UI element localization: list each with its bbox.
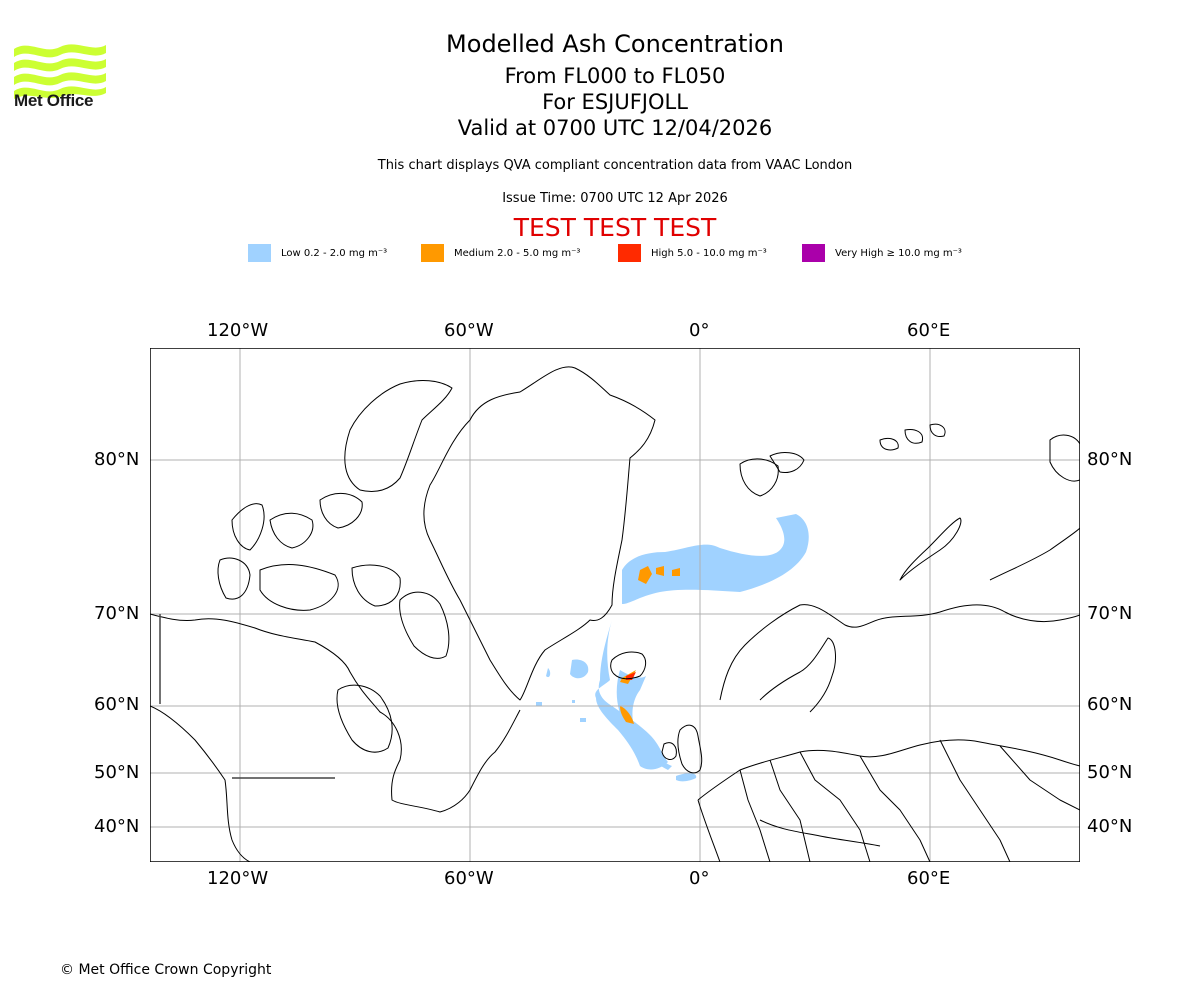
legend-label-medium: Medium 2.0 - 5.0 mg m⁻³ — [454, 247, 581, 259]
tick-top-60e: 60°E — [907, 320, 951, 341]
legend-label-high: High 5.0 - 10.0 mg m⁻³ — [651, 247, 767, 259]
tick-top-0: 0° — [689, 320, 710, 341]
tick-bottom-120w: 120°W — [207, 868, 269, 889]
legend-label-very-high: Very High ≥ 10.0 mg m⁻³ — [835, 247, 962, 259]
legend-swatch-medium — [421, 244, 444, 262]
tick-right-60n: 60°N — [1087, 694, 1133, 715]
legend-item-very-high: Very High ≥ 10.0 mg m⁻³ — [802, 244, 962, 262]
legend-item-medium: Medium 2.0 - 5.0 mg m⁻³ — [421, 244, 580, 262]
tick-left-80n: 80°N — [94, 449, 140, 470]
legend-swatch-very-high — [802, 244, 825, 262]
tick-bottom-60w: 60°W — [444, 868, 494, 889]
legend-swatch-low — [248, 244, 271, 262]
tick-right-70n: 70°N — [1087, 603, 1133, 624]
tick-left-50n: 50°N — [94, 762, 140, 783]
chart-subtitle: This chart displays QVA compliant concen… — [377, 158, 853, 173]
tick-right-80n: 80°N — [1087, 449, 1133, 470]
met-office-logo-icon — [14, 44, 106, 99]
issue-time: Issue Time: 0700 UTC 12 Apr 2026 — [502, 191, 728, 206]
volcano-name: For ESJUFJOLL — [542, 90, 688, 114]
tick-bottom-0: 0° — [689, 868, 710, 889]
coastlines — [150, 366, 1080, 862]
met-office-logo-text: Met Office — [14, 91, 94, 110]
tick-left-70n: 70°N — [94, 603, 140, 624]
tick-top-120w: 120°W — [207, 320, 269, 341]
legend-item-low: Low 0.2 - 2.0 mg m⁻³ — [248, 244, 387, 262]
legend-item-high: High 5.0 - 10.0 mg m⁻³ — [618, 244, 767, 262]
legend-swatch-high — [618, 244, 641, 262]
ash-concentration-map — [150, 348, 1080, 862]
tick-left-60n: 60°N — [94, 694, 140, 715]
gridlines — [150, 348, 1080, 862]
tick-left-40n: 40°N — [94, 816, 140, 837]
test-banner: TEST TEST TEST — [513, 213, 717, 242]
ash-medium-layer — [620, 566, 680, 724]
copyright: © Met Office Crown Copyright — [60, 962, 272, 978]
ash-low-layer — [536, 514, 809, 782]
flight-levels: From FL000 to FL050 — [504, 64, 726, 88]
tick-top-60w: 60°W — [444, 320, 494, 341]
tick-bottom-60e: 60°E — [907, 868, 951, 889]
legend-label-low: Low 0.2 - 2.0 mg m⁻³ — [281, 247, 388, 259]
chart-title: Modelled Ash Concentration — [446, 30, 784, 58]
tick-right-40n: 40°N — [1087, 816, 1133, 837]
ash-high-layer — [626, 672, 636, 680]
flight-level-range: From FL000 to FL050 For ESJUFJOLL Valid … — [0, 63, 1200, 141]
valid-time: Valid at 0700 UTC 12/04/2026 — [457, 116, 773, 140]
tick-right-50n: 50°N — [1087, 762, 1133, 783]
